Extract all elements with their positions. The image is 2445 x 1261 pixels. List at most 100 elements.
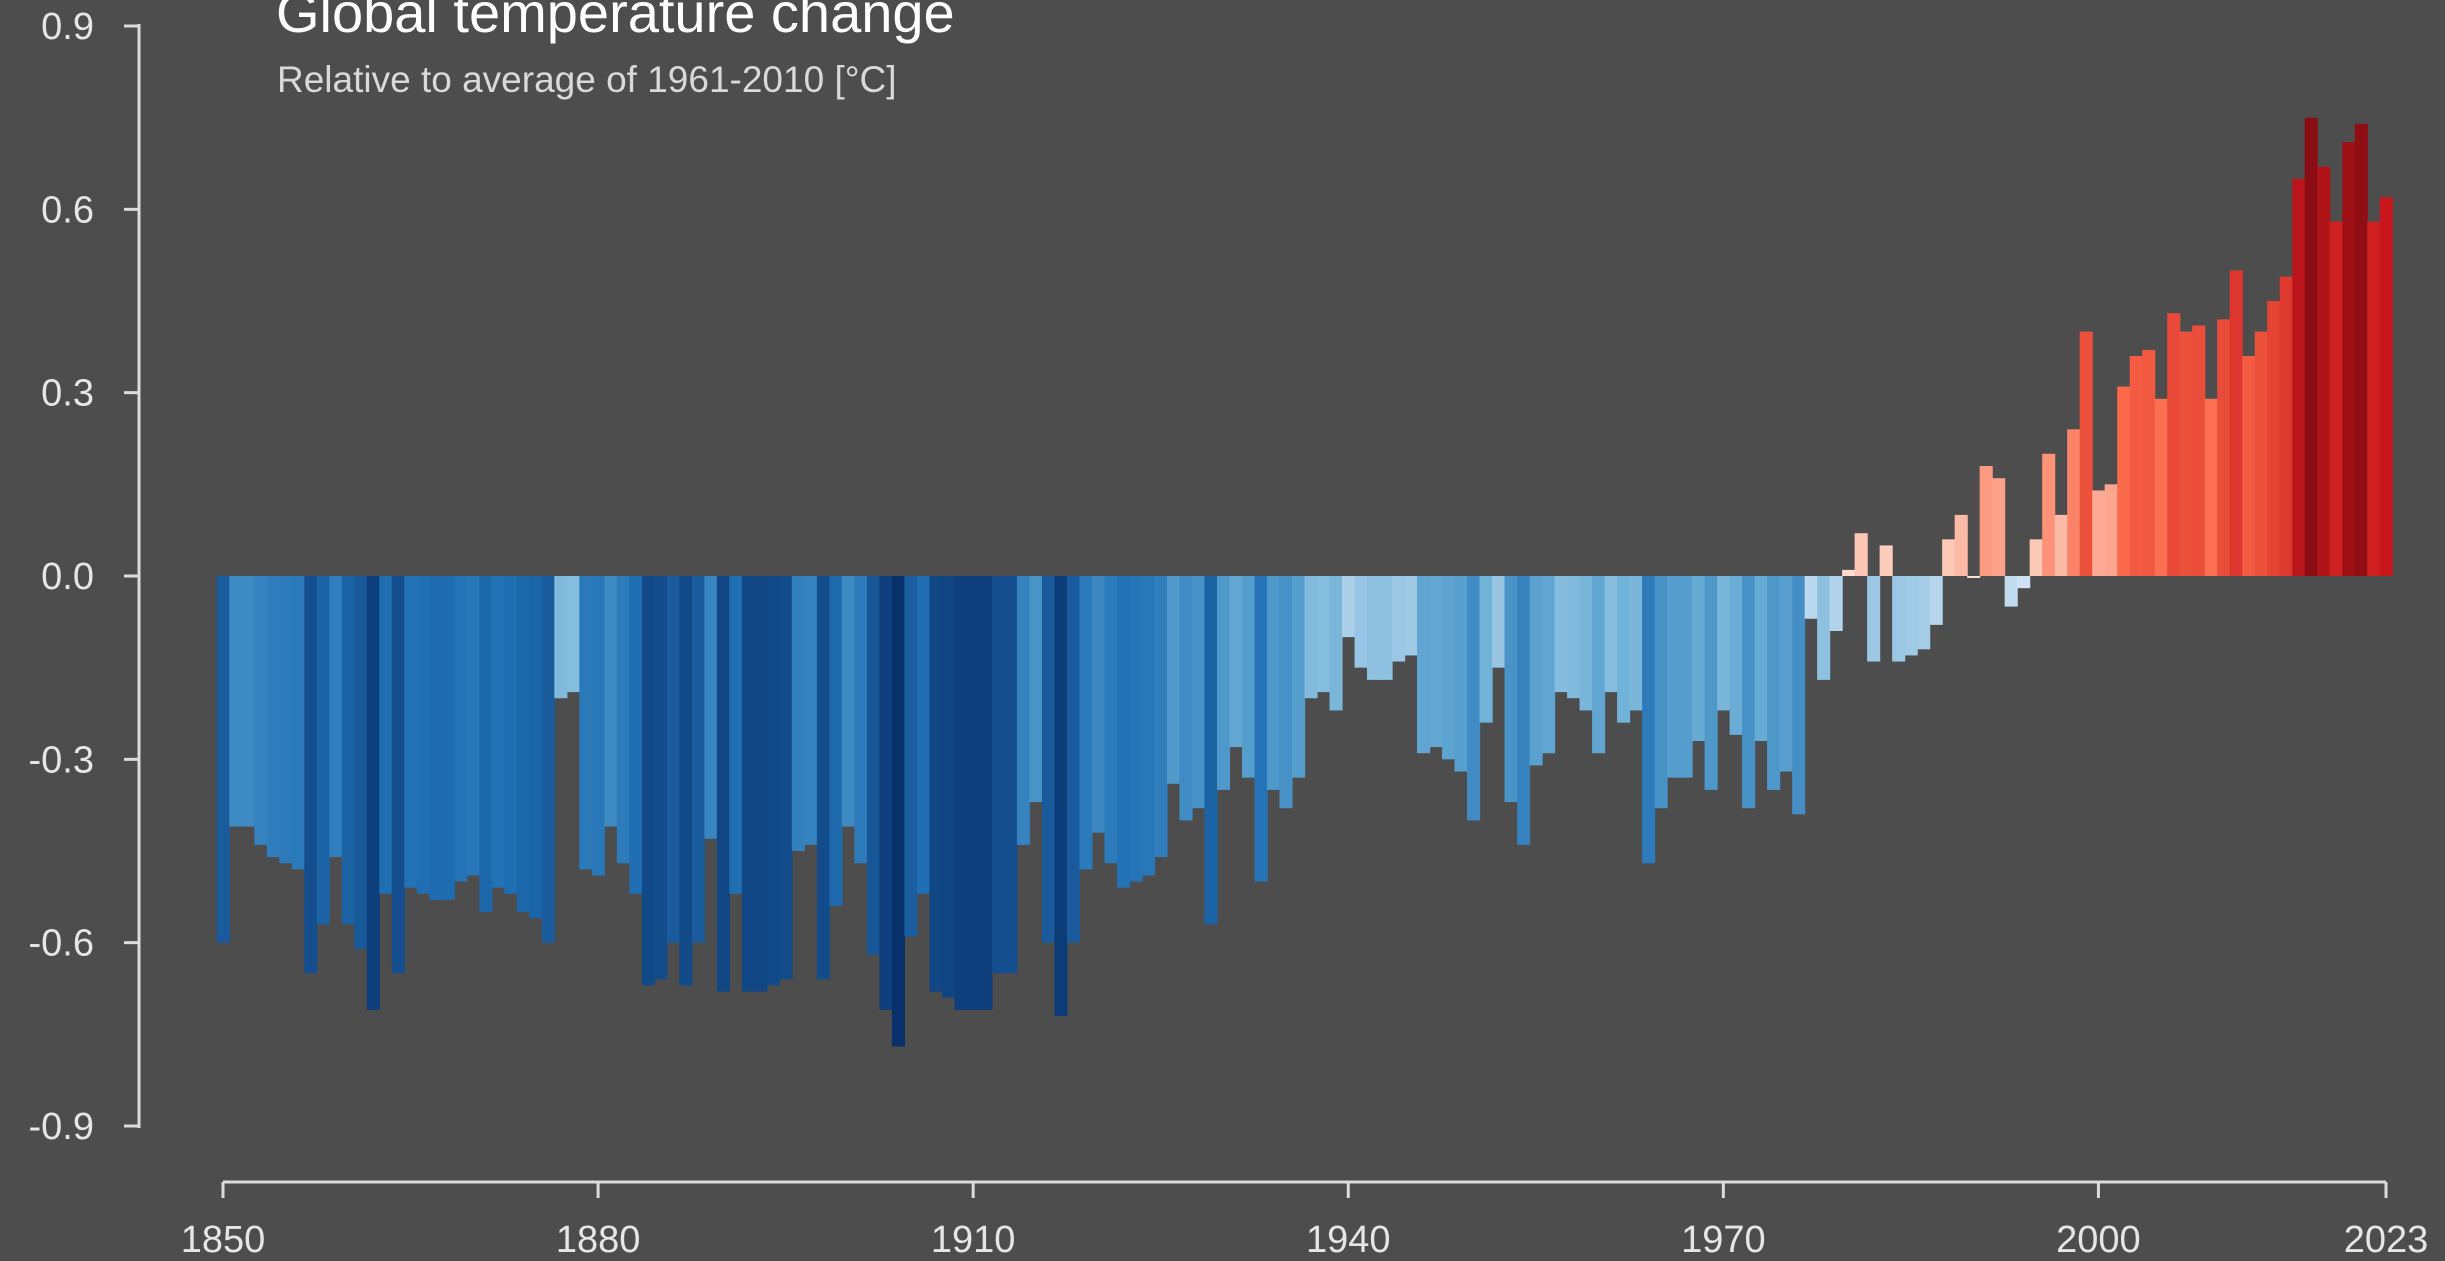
bar-1932 [1241,576,1256,778]
bar-1939 [1329,576,1343,711]
bar-1994 [2017,576,2031,589]
bar-1871 [479,576,493,913]
bar-2005 [2154,398,2168,576]
bar-1917 [1054,576,1068,1016]
bar-1977 [1804,576,1818,619]
bar-1904 [891,576,905,1047]
bar-1933 [1254,576,1268,882]
bar-1919 [1079,576,1093,870]
y-tick-label: -0.3 [29,739,94,781]
bar-1906 [916,576,931,894]
bar-1888 [691,576,705,943]
bar-1852 [241,576,255,827]
y-tick-label: 0.9 [41,6,94,48]
bar-1913 [1004,576,1018,974]
bar-1942 [1367,576,1381,680]
chart-subtitle: Relative to average of 1961-2010 [°C] [277,59,897,100]
bar-1877 [554,576,568,699]
bar-1899 [829,576,843,906]
bar-1943 [1379,576,1393,680]
bar-1872 [491,576,505,888]
bar-1891 [729,576,743,894]
bar-1970 [1717,576,1731,711]
chart-title: Global temperature change [276,0,955,44]
bar-1896 [791,576,805,851]
y-tick-label: 0.0 [41,556,94,598]
bar-1892 [741,576,755,992]
bar-1968 [1692,576,1706,741]
bar-1981 [1854,533,1868,576]
bar-1966 [1667,576,1681,778]
bar-1893 [754,576,768,992]
bar-1955 [1529,576,1543,766]
bar-1954 [1517,576,1531,845]
bar-1912 [991,576,1006,974]
bar-1990 [1967,576,1981,578]
bar-1924 [1141,576,1156,876]
bar-2023 [2379,197,2393,577]
bar-2007 [2179,331,2193,576]
bar-1909 [954,576,968,1010]
bar-1863 [379,576,393,894]
bar-1931 [1229,576,1243,748]
bar-1938 [1317,576,1331,693]
bar-1903 [879,576,893,1010]
bar-1867 [429,576,443,900]
bar-1859 [329,576,343,858]
x-tick-label: 1910 [931,1219,1016,1261]
bar-1910 [966,576,981,1010]
bar-1911 [979,576,993,1010]
bar-1949 [1454,576,1468,772]
bar-2013 [2254,331,2268,576]
bar-1987 [1929,576,1943,625]
bar-1854 [266,576,280,858]
bar-2010 [2217,319,2231,576]
bar-1882 [616,576,630,864]
bar-2016 [2292,178,2306,576]
bar-1996 [2042,453,2056,576]
bar-1934 [1266,576,1281,790]
x-axis-ticks: 1850 1880 1910 1940 1970 2000 2023 [181,1182,2429,1261]
bar-1925 [1154,576,1168,858]
bar-1865 [404,576,418,888]
bar-1915 [1029,576,1043,803]
bar-1858 [316,576,330,925]
bar-2004 [2142,349,2156,576]
bar-1860 [341,576,355,925]
bar-1950 [1467,576,1481,821]
bar-1952 [1492,576,1506,668]
bar-1951 [1479,576,1493,723]
y-tick-label: 0.6 [41,189,94,231]
bar-1957 [1554,576,1568,693]
bar-1961 [1604,576,1618,693]
bar-1916 [1041,576,1056,943]
bar-1866 [416,576,430,894]
bar-1876 [541,576,555,943]
y-tick-label: 0.3 [41,373,94,415]
bar-1887 [679,576,693,986]
bar-1886 [666,576,680,943]
x-tick-label: 2023 [2344,1219,2429,1261]
bar-1941 [1354,576,1368,668]
x-tick-label: 1940 [1306,1219,1391,1261]
bar-1928 [1191,576,1206,809]
bar-1901 [854,576,868,864]
bar-2017 [2304,117,2318,577]
bar-1880 [591,576,605,876]
bar-1962 [1617,576,1631,723]
bar-1935 [1279,576,1293,809]
bar-1879 [579,576,593,870]
bar-1956 [1542,576,1556,754]
bar-1974 [1767,576,1781,790]
bar-1999 [2079,331,2093,576]
bar-1965 [1654,576,1668,809]
bar-1884 [641,576,655,986]
bar-1945 [1404,576,1418,656]
bar-1984 [1892,576,1906,662]
bar-1930 [1216,576,1231,790]
bar-2014 [2267,301,2281,576]
bar-1929 [1204,576,1218,925]
bar-1988 [1942,539,1956,576]
y-tick-label: -0.6 [29,923,94,965]
